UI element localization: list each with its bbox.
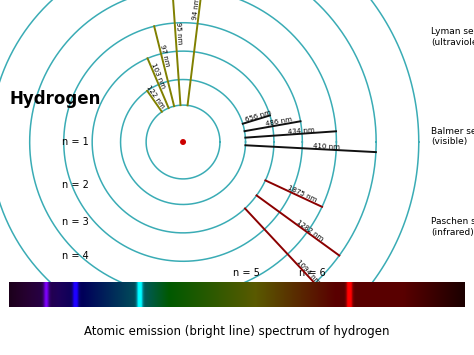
Text: 410 nm: 410 nm bbox=[313, 143, 340, 150]
Text: 656 nm: 656 nm bbox=[245, 109, 273, 122]
Text: Paschen series
(infrared): Paschen series (infrared) bbox=[431, 218, 474, 237]
Text: 103 nm: 103 nm bbox=[150, 62, 166, 90]
Text: 1094 nm: 1094 nm bbox=[296, 258, 321, 286]
Text: Atomic emission (bright line) spectrum of hydrogen: Atomic emission (bright line) spectrum o… bbox=[84, 324, 390, 338]
Text: n = 5: n = 5 bbox=[233, 268, 260, 278]
Text: n = 3: n = 3 bbox=[62, 217, 88, 226]
Text: n = 2: n = 2 bbox=[62, 180, 89, 190]
Text: 434 nm: 434 nm bbox=[288, 127, 315, 135]
Text: n = 6: n = 6 bbox=[300, 268, 326, 278]
Text: Hydrogen: Hydrogen bbox=[9, 91, 101, 108]
Text: 486 nm: 486 nm bbox=[265, 117, 292, 127]
Text: n = 4: n = 4 bbox=[62, 251, 88, 261]
Circle shape bbox=[181, 140, 185, 144]
Text: 122 nm: 122 nm bbox=[145, 84, 165, 110]
Text: 1875 nm: 1875 nm bbox=[286, 185, 317, 203]
Text: Lyman series
(ultraviolet): Lyman series (ultraviolet) bbox=[431, 27, 474, 47]
Text: 94 nm: 94 nm bbox=[192, 0, 201, 20]
Text: n = 1: n = 1 bbox=[62, 137, 88, 147]
Text: 1282 nm: 1282 nm bbox=[295, 219, 324, 242]
Text: 97 nm: 97 nm bbox=[159, 44, 170, 67]
Text: 95 nm: 95 nm bbox=[174, 22, 182, 44]
Text: Balmer series
(visible): Balmer series (visible) bbox=[431, 127, 474, 146]
